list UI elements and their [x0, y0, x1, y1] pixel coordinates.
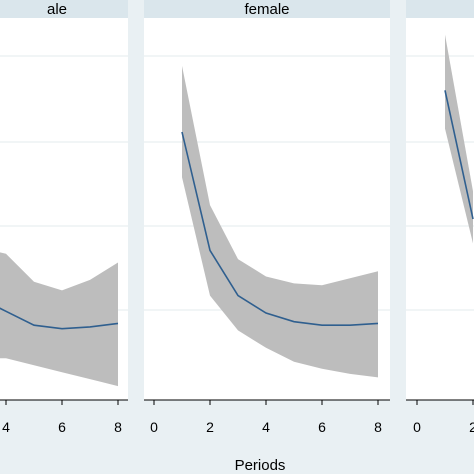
panel-strip-title: ale — [47, 1, 67, 18]
panel-strip — [144, 0, 390, 18]
panel-strip — [0, 0, 128, 18]
panel-strip-title: female — [244, 1, 289, 18]
x-tick-label: 2 — [206, 419, 214, 435]
panel-series — [0, 252, 119, 387]
panel-2: female — [144, 0, 390, 401]
mean-line — [444, 90, 474, 220]
panel-series — [444, 34, 474, 244]
x-tick-label: 8 — [374, 419, 382, 435]
panel-plot-area — [406, 18, 474, 400]
mean-line — [181, 131, 379, 326]
panel-1: ale — [0, 0, 128, 401]
x-tick-label: 4 — [262, 419, 270, 435]
x-tick-label: 0 — [413, 419, 421, 435]
panel-series — [181, 65, 379, 378]
x-tick-label: 0 — [150, 419, 158, 435]
mean-line — [0, 307, 119, 330]
panel-3 — [406, 0, 474, 401]
x-tick-label: 6 — [58, 419, 66, 435]
x-tick-labels: 4 6 8 0 2 4 6 8 0 2 — [2, 400, 474, 435]
confidence-band — [445, 34, 473, 244]
x-axis-label: Periods — [235, 457, 286, 474]
confidence-band — [0, 252, 118, 387]
x-tick-label: 6 — [318, 419, 326, 435]
panels: ale female — [0, 0, 474, 401]
x-tick-label: 8 — [114, 419, 122, 435]
x-tick-label: 2 — [469, 419, 474, 435]
panel-strip — [406, 0, 474, 18]
x-tick-label: 4 — [2, 419, 10, 435]
confidence-band — [182, 65, 378, 378]
